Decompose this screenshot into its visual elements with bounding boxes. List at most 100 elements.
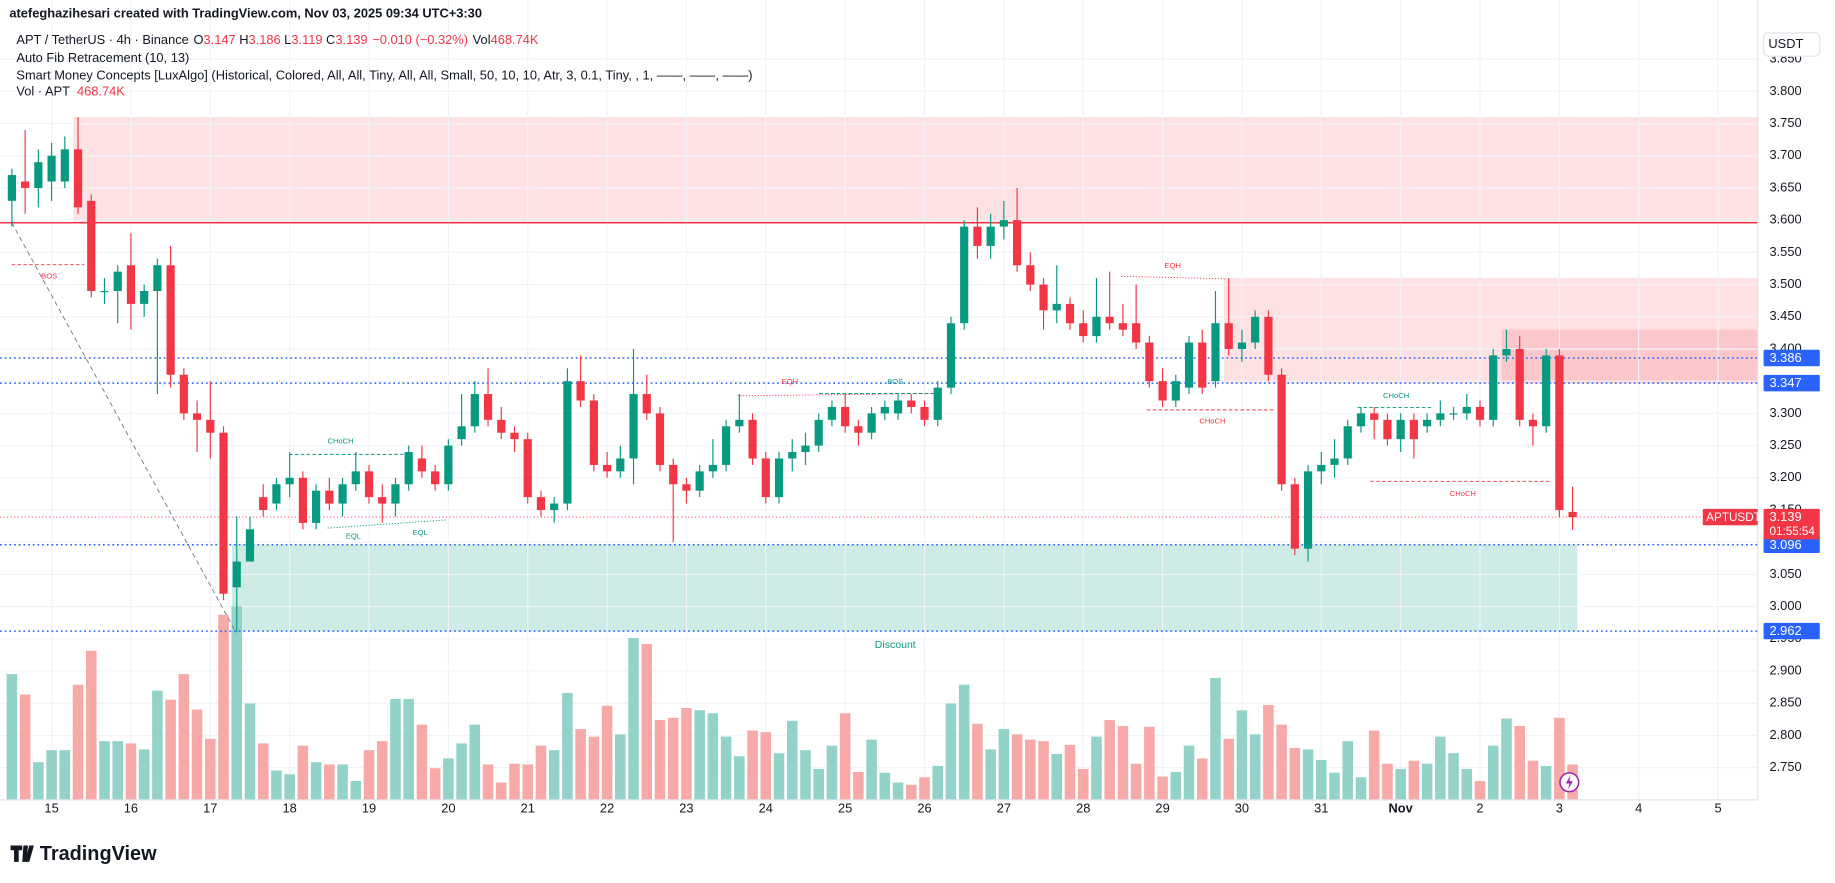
candle-body: [87, 200, 96, 292]
volume-bar: [403, 698, 414, 800]
candle-body: [814, 419, 823, 446]
candle-body: [7, 175, 16, 201]
y-tick-label: 3.550: [1769, 244, 1801, 259]
volume-bar: [1064, 744, 1076, 800]
candle-body: [920, 406, 929, 420]
vol-indicator: Vol · APT: [16, 84, 70, 99]
volume-bar: [1474, 781, 1486, 800]
l-label: L: [284, 32, 291, 47]
volume-bar: [205, 738, 216, 800]
candle-body: [166, 265, 175, 375]
volume-bar: [1368, 730, 1380, 800]
grid: [0, 0, 1758, 800]
y-tick-label: 2.750: [1769, 759, 1801, 774]
candle-body: [602, 464, 612, 472]
candle-body: [1052, 303, 1061, 311]
candle-body: [1555, 355, 1564, 511]
volume-bar: [1421, 763, 1433, 800]
price-tag-label: 3.139: [1769, 509, 1801, 524]
candle-body: [1515, 348, 1524, 420]
candle-body: [1343, 426, 1352, 459]
volume-bar: [1117, 726, 1129, 800]
candle-body: [589, 400, 598, 465]
candle-body: [761, 458, 770, 498]
volume-bar: [813, 768, 824, 800]
candle-body: [722, 426, 731, 465]
volume-bar: [72, 684, 84, 800]
volume-bar: [1091, 736, 1102, 800]
candle-body: [1317, 464, 1326, 472]
volume-bar: [720, 736, 732, 800]
candle-body: [470, 394, 479, 427]
candle-body: [1012, 220, 1022, 266]
candle-body: [100, 291, 109, 293]
candle-body: [655, 413, 665, 465]
y-tick-label: 3.450: [1769, 308, 1801, 323]
y-tick-label: 3.200: [1769, 469, 1801, 484]
volume-bar: [760, 732, 772, 800]
legend-ohlc: APT / TetherUS · 4h · Binance O3.147 H3.18…: [16, 32, 539, 47]
candle-body: [338, 484, 347, 504]
y-tick-label: 3.700: [1769, 147, 1801, 162]
candle-body: [1290, 484, 1299, 549]
candle-body: [616, 458, 625, 472]
candle-body: [867, 413, 876, 433]
level-tag: [1763, 622, 1820, 640]
volume-bar: [985, 749, 996, 800]
candle-body: [245, 529, 255, 562]
candle-body: [272, 484, 281, 504]
candle-body: [73, 149, 83, 208]
annotation: CHoCH: [1383, 391, 1409, 400]
candle-body: [708, 464, 717, 472]
volume-bar: [297, 745, 309, 800]
candle-body: [854, 426, 863, 433]
x-tick-label: 21: [521, 801, 535, 816]
candle-body: [179, 374, 188, 414]
volume-bar: [945, 703, 957, 800]
volume-bar: [390, 698, 401, 800]
x-tick-label: 19: [362, 801, 376, 816]
currency-box[interactable]: [1763, 32, 1821, 57]
candle-body: [483, 394, 493, 420]
candle-body: [907, 400, 916, 407]
volume-bar: [654, 720, 666, 800]
candle-body: [391, 484, 400, 504]
candle-body: [1158, 381, 1167, 401]
ticker-label: APTUSDT: [1706, 511, 1761, 524]
level-tag-label: 3.347: [1769, 375, 1801, 390]
volume-bar: [681, 708, 692, 800]
candle-body: [1475, 406, 1485, 420]
volume-bar: [1236, 710, 1248, 800]
volume-bar: [853, 771, 864, 800]
candle-body: [1171, 381, 1180, 401]
candle-body: [629, 394, 638, 459]
volume-bar: [1382, 763, 1393, 800]
y-tick-label: 2.800: [1769, 727, 1801, 742]
candle-body: [841, 406, 850, 427]
annotation: EQL: [413, 528, 428, 537]
y-tick-label: 3.500: [1769, 276, 1801, 291]
volume-bar: [244, 703, 256, 800]
candle-body: [1198, 342, 1207, 388]
volume-bar: [786, 720, 798, 800]
volume-bar: [1183, 745, 1195, 800]
zone: [73, 117, 1758, 223]
candle-body: [325, 490, 334, 504]
candle-body: [1528, 419, 1538, 427]
volume-bar: [1435, 736, 1446, 800]
candle-body: [576, 381, 585, 401]
candle-body: [1118, 323, 1127, 330]
y-tick-label: 2.900: [1769, 662, 1801, 677]
x-tick-label: 26: [917, 801, 931, 816]
volume-bar: [1249, 734, 1261, 800]
annotation: Discount: [875, 639, 916, 651]
candle-body: [973, 226, 982, 246]
volume-bar: [932, 765, 944, 800]
volume-bar: [734, 756, 745, 800]
volume-bar: [509, 763, 520, 800]
currency[interactable]: USDT: [1768, 36, 1803, 51]
candle-body: [1568, 511, 1577, 518]
candle-body: [378, 497, 387, 504]
volume-bar: [892, 782, 904, 800]
volume-bar: [85, 650, 97, 800]
